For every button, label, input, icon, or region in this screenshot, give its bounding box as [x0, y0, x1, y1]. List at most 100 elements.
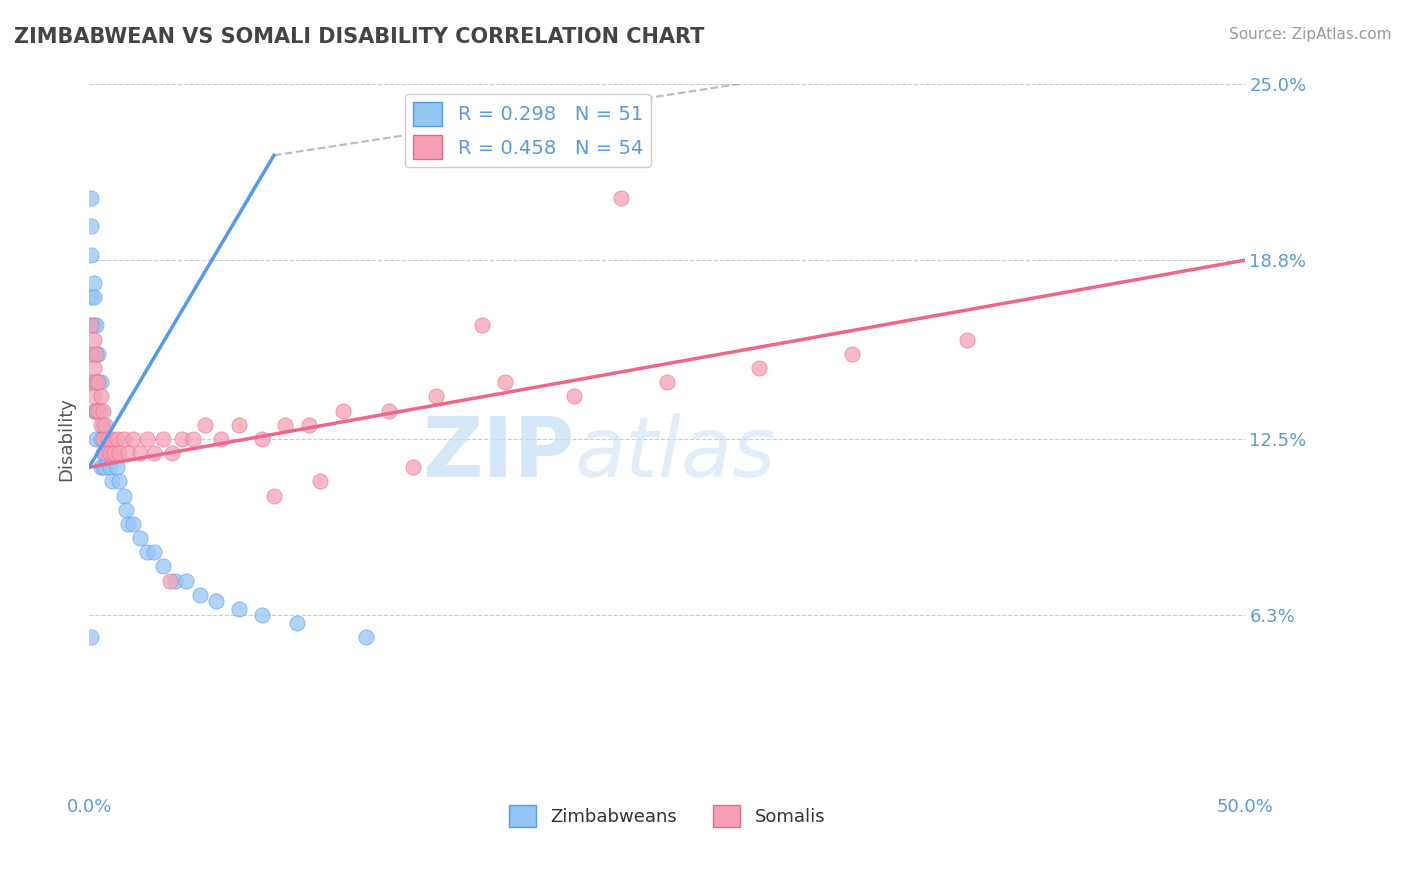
Point	[956, 333, 979, 347]
Point	[84, 403, 107, 417]
Point	[152, 432, 174, 446]
Point	[263, 489, 285, 503]
Point	[87, 403, 110, 417]
Point	[98, 446, 121, 460]
Point	[655, 375, 678, 389]
Point	[87, 375, 110, 389]
Point	[564, 389, 586, 403]
Point	[101, 446, 124, 460]
Point	[80, 347, 103, 361]
Text: Source: ZipAtlas.com: Source: ZipAtlas.com	[1229, 27, 1392, 42]
Point	[162, 446, 184, 460]
Point	[122, 516, 145, 531]
Point	[83, 389, 105, 403]
Legend: Zimbabweans, Somalis: Zimbabweans, Somalis	[502, 797, 832, 834]
Point	[170, 432, 193, 446]
Point	[163, 574, 186, 588]
Point	[181, 432, 204, 446]
Point	[91, 460, 114, 475]
Point	[101, 475, 124, 489]
Point	[159, 574, 181, 588]
Point	[285, 616, 308, 631]
Point	[83, 361, 105, 376]
Point	[252, 607, 274, 622]
Point	[87, 347, 110, 361]
Point	[117, 516, 139, 531]
Point	[112, 489, 135, 503]
Point	[194, 417, 217, 432]
Point	[152, 559, 174, 574]
Point	[188, 588, 211, 602]
Point	[94, 446, 117, 460]
Point	[80, 631, 103, 645]
Point	[90, 417, 112, 432]
Point	[108, 446, 131, 460]
Point	[378, 403, 401, 417]
Point	[209, 432, 232, 446]
Point	[332, 403, 354, 417]
Point	[309, 475, 332, 489]
Point	[84, 375, 107, 389]
Point	[356, 631, 378, 645]
Point	[80, 219, 103, 234]
Point	[83, 403, 105, 417]
Point	[98, 460, 121, 475]
Point	[84, 403, 107, 417]
Point	[135, 432, 157, 446]
Point	[90, 460, 112, 475]
Point	[90, 403, 112, 417]
Point	[87, 403, 110, 417]
Point	[80, 290, 103, 304]
Point	[84, 347, 107, 361]
Point	[135, 545, 157, 559]
Point	[297, 417, 319, 432]
Point	[122, 432, 145, 446]
Point	[83, 290, 105, 304]
Point	[142, 446, 165, 460]
Point	[103, 446, 125, 460]
Text: atlas: atlas	[575, 413, 776, 493]
Point	[94, 460, 117, 475]
Point	[83, 375, 105, 389]
Point	[80, 375, 103, 389]
Point	[252, 432, 274, 446]
Point	[83, 347, 105, 361]
Point	[80, 247, 103, 261]
Point	[90, 389, 112, 403]
Point	[117, 446, 139, 460]
Point	[94, 432, 117, 446]
Point	[425, 389, 447, 403]
Point	[91, 446, 114, 460]
Point	[494, 375, 516, 389]
Point	[96, 432, 118, 446]
Point	[101, 432, 124, 446]
Point	[129, 531, 152, 545]
Text: ZIP: ZIP	[422, 413, 575, 493]
Point	[401, 460, 423, 475]
Point	[84, 347, 107, 361]
Point	[841, 347, 863, 361]
Point	[84, 318, 107, 333]
Point	[90, 432, 112, 446]
Point	[609, 191, 631, 205]
Point	[80, 318, 103, 333]
Point	[84, 432, 107, 446]
Point	[115, 503, 138, 517]
Point	[87, 375, 110, 389]
Point	[228, 602, 250, 616]
Point	[105, 460, 128, 475]
Point	[748, 361, 770, 376]
Point	[94, 417, 117, 432]
Point	[112, 432, 135, 446]
Text: ZIMBABWEAN VS SOMALI DISABILITY CORRELATION CHART: ZIMBABWEAN VS SOMALI DISABILITY CORRELAT…	[14, 27, 704, 46]
Point	[129, 446, 152, 460]
Y-axis label: Disability: Disability	[58, 397, 75, 481]
Point	[91, 403, 114, 417]
Point	[83, 333, 105, 347]
Point	[83, 318, 105, 333]
Point	[96, 446, 118, 460]
Point	[274, 417, 297, 432]
Point	[174, 574, 197, 588]
Point	[205, 593, 228, 607]
Point	[471, 318, 494, 333]
